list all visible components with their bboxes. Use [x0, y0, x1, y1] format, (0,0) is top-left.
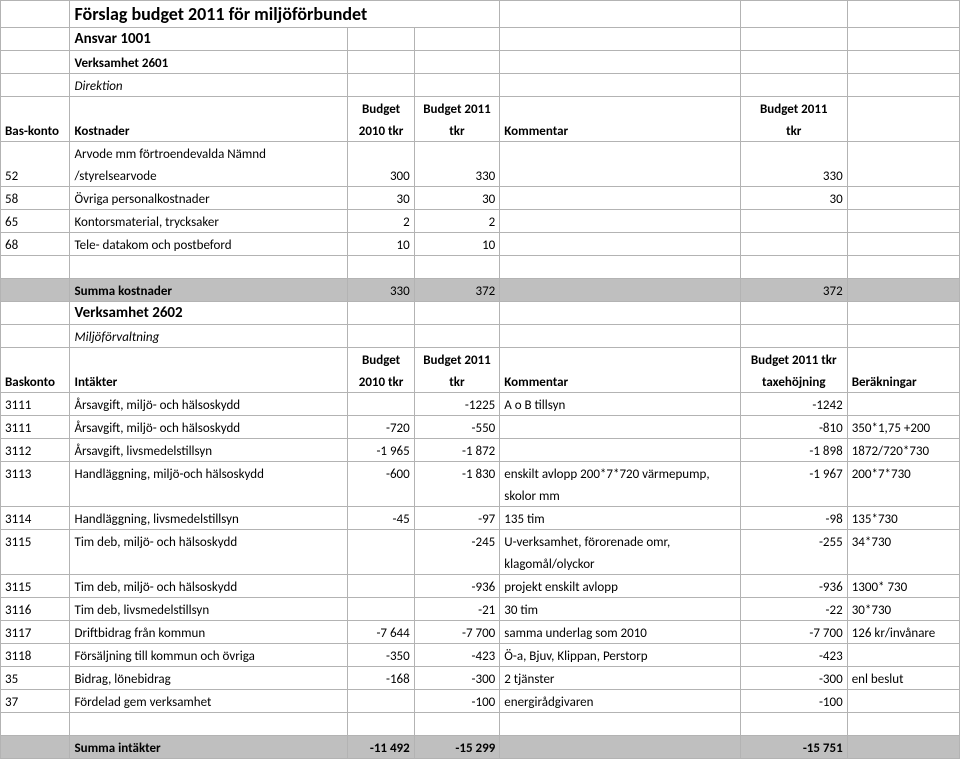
miljoforvaltning: Miljöförvaltning — [70, 325, 348, 348]
col-berakningar: Beräkningar — [847, 370, 959, 393]
ansvar: Ansvar 1001 — [70, 28, 348, 51]
verksamhet1: Verksamhet 2601 — [70, 51, 348, 74]
budget-table: Förslag budget 2011 för miljöförbundetAn… — [0, 0, 960, 759]
direktion: Direktion — [70, 74, 348, 97]
col-baskonto2: Baskonto — [1, 370, 70, 393]
verksamhet2: Verksamhet 2602 — [70, 302, 348, 325]
title: Förslag budget 2011 för miljöförbundet — [70, 1, 500, 28]
summa-kostnader-label: Summa kostnader — [70, 279, 348, 302]
col-baskonto: Bas-konto — [1, 119, 70, 142]
col-kostnader: Kostnader — [70, 119, 348, 142]
summa-intakter-label: Summa intäkter — [70, 736, 348, 759]
col-intakter: Intäkter — [70, 370, 348, 393]
